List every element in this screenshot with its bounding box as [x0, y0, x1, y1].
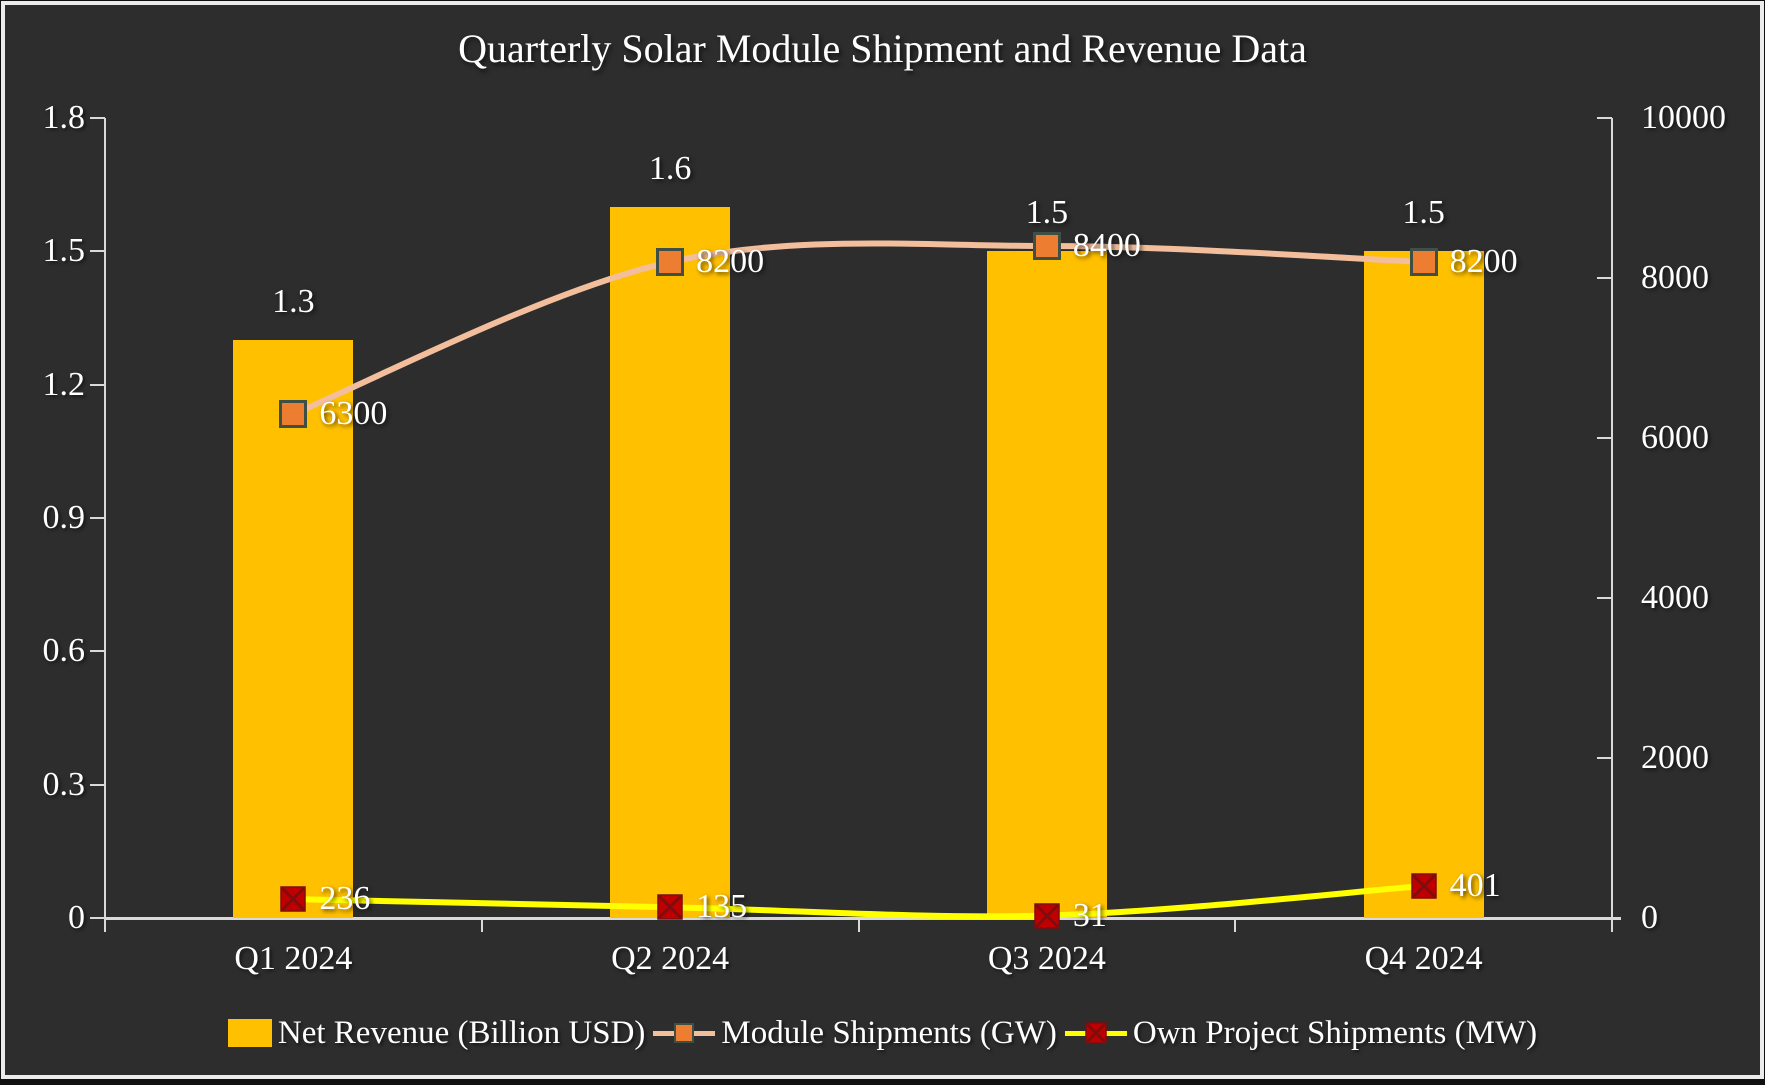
- right-axis-tick: [1597, 117, 1612, 119]
- module-shipments-marker-icon: [1409, 248, 1438, 276]
- own-project-marker-icon: [1034, 902, 1060, 929]
- legend-item-own-project: Own Project Shipments (MW): [1064, 1014, 1538, 1052]
- left-axis-tick-label: 0.3: [42, 765, 86, 803]
- category-label: Q3 2024: [987, 940, 1106, 977]
- right-axis-tick: [1597, 437, 1612, 439]
- x-axis-tick: [1611, 918, 1613, 932]
- legend-label-module-shipments: Module Shipments (GW): [721, 1014, 1057, 1051]
- own-project-swatch-icon: [1064, 1019, 1127, 1047]
- category-label: Q4 2024: [1364, 940, 1483, 977]
- left-axis-tick-label: 1.2: [42, 365, 86, 403]
- category-label: Q2 2024: [611, 940, 730, 977]
- line-point-label: 8400: [1072, 227, 1141, 264]
- left-axis-tick: [90, 650, 105, 653]
- left-axis-tick-label: 0: [68, 899, 85, 936]
- left-axis-tick-label: 0.9: [42, 499, 86, 536]
- right-axis-tick-label: 2000: [1641, 739, 1709, 776]
- right-axis-tick-label: 10000: [1641, 99, 1726, 136]
- left-axis-tick-label: 0.6: [42, 632, 86, 670]
- right-axis-tick-label: 8000: [1641, 259, 1709, 296]
- x-axis-tick: [480, 918, 483, 932]
- right-axis-tick: [1597, 757, 1612, 759]
- right-axis-tick-label: 6000: [1641, 419, 1709, 456]
- line-point-label: 401: [1449, 866, 1501, 904]
- x-axis-tick: [104, 918, 106, 932]
- x-axis-tick: [857, 918, 860, 932]
- module-shipments-marker-icon: [279, 400, 308, 428]
- x-axis-tick: [1234, 918, 1237, 932]
- module-shipments-swatch-icon: [653, 1019, 716, 1047]
- right-axis-line: [1611, 118, 1613, 918]
- left-axis-tick: [90, 783, 105, 786]
- right-axis-tick: [1597, 917, 1612, 919]
- chart-title: Quarterly Solar Module Shipment and Reve…: [458, 26, 1307, 71]
- bar-value-label: 1.6: [648, 149, 692, 187]
- left-axis-tick-label: 1.8: [42, 99, 86, 136]
- left-axis-tick: [90, 250, 105, 253]
- line-point-label: 8200: [696, 243, 765, 280]
- left-axis-tick-label: 1.5: [42, 232, 86, 270]
- own-project-marker-icon: [280, 886, 307, 912]
- line-point-label: 236: [319, 880, 371, 918]
- bar-value-label: 1.3: [272, 283, 315, 321]
- legend: Net Revenue (Billion USD) Module Shipmen…: [5, 1005, 1760, 1061]
- bar: [233, 340, 354, 918]
- right-axis-tick-label: 4000: [1641, 579, 1709, 616]
- right-axis-tick: [1597, 597, 1612, 599]
- right-axis-tick-label: 0: [1641, 899, 1658, 936]
- line-own-project: [290, 882, 1427, 920]
- line-point-label: 8200: [1449, 243, 1518, 280]
- net-revenue-swatch-icon: [227, 1019, 272, 1047]
- bar: [610, 206, 731, 918]
- left-axis-line: [104, 118, 106, 918]
- own-project-marker-icon: [657, 894, 683, 920]
- line-point-label: 135: [696, 888, 748, 926]
- legend-label-net-revenue: Net Revenue (Billion USD): [277, 1014, 646, 1051]
- right-axis-tick: [1597, 277, 1612, 279]
- left-axis-tick: [90, 383, 105, 386]
- legend-label-own-project: Own Project Shipments (MW): [1132, 1014, 1538, 1051]
- module-shipments-marker-icon: [656, 248, 685, 276]
- bar-value-label: 1.5: [1402, 194, 1445, 232]
- own-project-marker-icon: [1410, 873, 1437, 899]
- legend-item-net-revenue: Net Revenue (Billion USD): [227, 1014, 646, 1052]
- left-axis-tick: [90, 917, 105, 919]
- module-shipments-marker-icon: [1032, 232, 1061, 260]
- line-point-label: 6300: [319, 395, 388, 432]
- category-label: Q1 2024: [234, 940, 353, 977]
- bar: [1363, 251, 1484, 918]
- left-axis-tick: [90, 517, 105, 519]
- left-axis-tick: [90, 117, 105, 119]
- bar-value-label: 1.5: [1025, 194, 1069, 232]
- plot-area: 0 0.3 0.6 0.9 1.2 1.5 1.8 0 2000 4000 6000 8000 1000…: [5, 5, 1760, 1075]
- bar: [986, 251, 1107, 918]
- line-point-label: 31: [1072, 896, 1107, 934]
- legend-item-module-shipments: Module Shipments (GW): [653, 1014, 1057, 1052]
- line-module-shipments: [290, 240, 1427, 417]
